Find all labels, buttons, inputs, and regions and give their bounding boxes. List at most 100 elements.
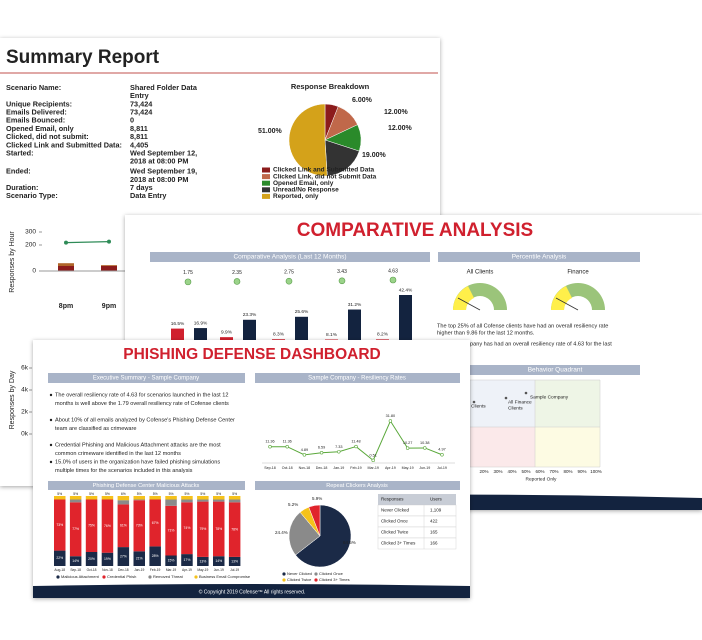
x-tick-label: Nov-18 bbox=[102, 568, 113, 572]
bar-segment bbox=[181, 499, 193, 503]
bar-segment bbox=[228, 502, 241, 557]
bar-segment bbox=[197, 496, 209, 500]
line-point bbox=[64, 240, 68, 245]
bar-segment bbox=[117, 504, 130, 548]
x-tick-label: Jul-19 bbox=[437, 466, 447, 470]
segment-label: 79% bbox=[199, 527, 206, 531]
pie-label: 51.00% bbox=[258, 128, 283, 135]
field-value: 4,405 bbox=[130, 140, 148, 149]
bar-segment bbox=[149, 499, 161, 547]
legend-swatch bbox=[56, 575, 60, 579]
line-point bbox=[285, 445, 289, 449]
pie-slice bbox=[295, 504, 352, 568]
axis-title: Responses by Hour bbox=[9, 231, 16, 293]
bar-cap bbox=[101, 266, 117, 271]
legend-swatch bbox=[262, 167, 270, 173]
segment-label: 13% bbox=[231, 559, 238, 563]
bar-segment bbox=[197, 499, 209, 502]
legend-label: Never Clicked bbox=[287, 571, 312, 576]
pie-slice bbox=[288, 103, 328, 177]
legend-swatch bbox=[314, 578, 318, 582]
table-cell: 1,109 bbox=[430, 508, 442, 513]
axis-title: Responses by Day bbox=[9, 370, 16, 429]
panel-title: Behavior Quadrant bbox=[528, 367, 583, 374]
bar-segment bbox=[197, 556, 209, 566]
bar bbox=[348, 309, 361, 350]
table-row bbox=[377, 537, 457, 550]
x-tick-label: Feb-19 bbox=[350, 466, 361, 470]
table-cell: Clicked Twice bbox=[381, 530, 409, 535]
bar-segment bbox=[165, 505, 177, 556]
bar-segment bbox=[149, 546, 161, 566]
legend-label: Malicious Attachment bbox=[61, 574, 100, 579]
bar-segment bbox=[228, 499, 241, 503]
segment-label: 27% bbox=[120, 554, 127, 558]
point-label: 7.33 bbox=[335, 445, 342, 449]
segment-label: 5% bbox=[105, 492, 110, 496]
segment-label: 77% bbox=[72, 527, 79, 531]
field-label: Ended: bbox=[6, 167, 31, 176]
y-tick-label: 4k bbox=[21, 387, 29, 394]
segment-label: 61% bbox=[120, 524, 127, 528]
bar-segment bbox=[85, 499, 98, 552]
bar-segment bbox=[69, 496, 82, 500]
segment-label: 78% bbox=[215, 527, 222, 531]
pie-label: 6.00% bbox=[352, 97, 373, 104]
pie-label: 5.2% bbox=[288, 502, 298, 507]
rate-dot bbox=[389, 276, 397, 284]
bar bbox=[399, 295, 412, 350]
legend-label: Credential Phish bbox=[107, 574, 136, 579]
bullet-text: The overall resiliency rate of 4.63 for … bbox=[55, 392, 229, 398]
bar-segment bbox=[133, 496, 145, 500]
segment-label: 6% bbox=[121, 492, 126, 496]
bar-segment bbox=[101, 496, 114, 500]
pie-label: 64.5% bbox=[343, 540, 356, 545]
bar-segment bbox=[54, 496, 66, 500]
bar-segment bbox=[165, 499, 177, 506]
bar-segment bbox=[197, 501, 209, 557]
summary-title: Summary Report bbox=[6, 47, 160, 68]
legend-swatch bbox=[262, 187, 270, 193]
legend-swatch bbox=[262, 174, 270, 180]
bullet bbox=[49, 393, 53, 397]
segment-label: 5% bbox=[137, 492, 142, 496]
bar-segment bbox=[54, 550, 66, 566]
field-label: Clicked, did not submit: bbox=[6, 132, 89, 141]
x-tick-label: Apr-19 bbox=[182, 568, 192, 572]
legend-label: Opened Email, only bbox=[273, 180, 334, 187]
panel-title: Percentile Analysis bbox=[512, 254, 567, 261]
line-point bbox=[354, 444, 358, 449]
line-point bbox=[302, 453, 307, 457]
segment-label: 19% bbox=[104, 557, 111, 561]
pie-label: 12.00% bbox=[388, 125, 413, 132]
pie-label: 5.9% bbox=[312, 496, 322, 501]
bar-label: 9.9% bbox=[221, 329, 233, 335]
legend-swatch bbox=[262, 193, 270, 199]
x-tick-label: 80% bbox=[563, 469, 572, 474]
bar-label: 23.3% bbox=[243, 312, 257, 318]
x-tick-label: Jul-19 bbox=[230, 568, 239, 572]
panel-title: Executive Summary - Sample Company bbox=[93, 376, 199, 382]
field-value: Shared Folder Data bbox=[130, 83, 198, 92]
bar-segment bbox=[101, 552, 114, 566]
legend-label: Clicked Twice bbox=[287, 577, 312, 582]
segment-label: 78% bbox=[231, 527, 238, 531]
quadrant-point bbox=[504, 396, 508, 400]
segment-label: 14% bbox=[215, 559, 222, 563]
bar-segment bbox=[133, 499, 145, 501]
point-label: All Finance bbox=[508, 399, 532, 405]
segment-label: 5% bbox=[232, 492, 237, 496]
bullet bbox=[49, 460, 53, 464]
point-label: 6.59 bbox=[318, 446, 325, 450]
field-value: Wed September 19, bbox=[130, 167, 197, 176]
point-label: Clients bbox=[471, 403, 486, 409]
gauge-label: Finance bbox=[567, 270, 589, 276]
panel-title: Sample Company - Resiliency Rates bbox=[308, 376, 406, 382]
rate-dot bbox=[285, 277, 293, 285]
quadrant bbox=[470, 427, 535, 467]
bullet bbox=[49, 418, 53, 422]
x-tick-label: Feb-19 bbox=[150, 568, 161, 572]
table-header-cell: Responses bbox=[381, 497, 404, 502]
legend-swatch bbox=[262, 180, 270, 186]
field-value: Entry bbox=[130, 91, 150, 100]
